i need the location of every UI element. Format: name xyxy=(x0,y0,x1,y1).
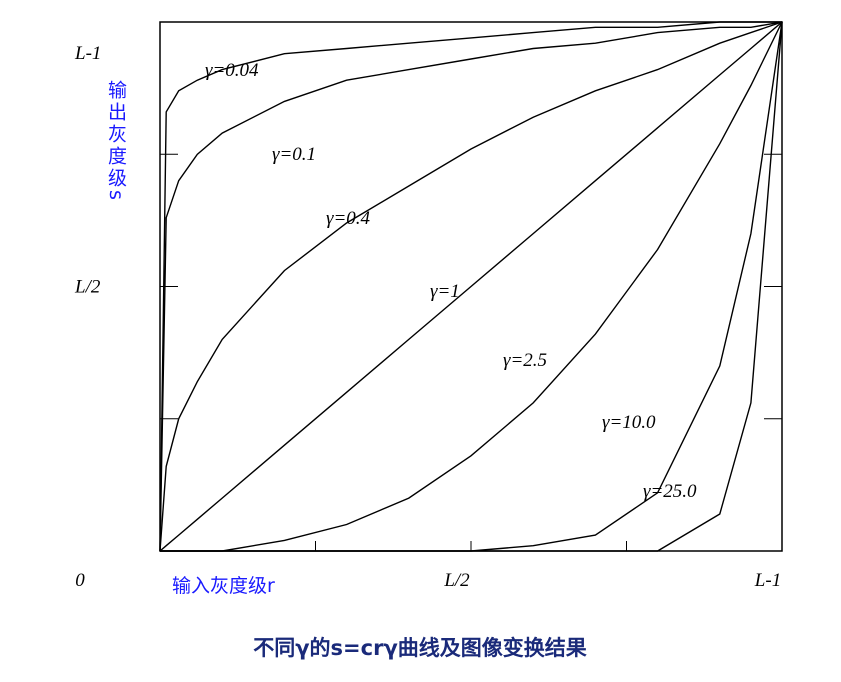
y-axis-label: 输出灰度级s xyxy=(105,80,127,203)
curve xyxy=(160,21,783,552)
x-tick-label: L-1 xyxy=(754,570,781,591)
y-tick-label: L/2 xyxy=(74,277,101,298)
curve-label: γ=0.1 xyxy=(272,144,316,165)
y-tick-label: L-1 xyxy=(74,43,101,64)
chart-title: 不同γ的s=crγ曲线及图像变换结果 xyxy=(253,636,587,660)
curve xyxy=(159,21,783,552)
curve-label: γ=2.5 xyxy=(503,350,547,371)
x-tick-label: 0 xyxy=(75,570,85,591)
x-tick-label: L/2 xyxy=(443,570,470,591)
curve-label: γ=0.4 xyxy=(326,208,371,229)
curve xyxy=(159,21,783,552)
curve xyxy=(159,21,782,552)
curve-label: γ=0.04 xyxy=(205,60,259,81)
curve-label: γ=1 xyxy=(430,281,460,302)
x-axis-label: 输入灰度级r xyxy=(172,575,275,597)
curve-label: γ=25.0 xyxy=(643,481,697,502)
curve xyxy=(159,21,783,552)
curve-label: γ=10.0 xyxy=(602,412,656,433)
